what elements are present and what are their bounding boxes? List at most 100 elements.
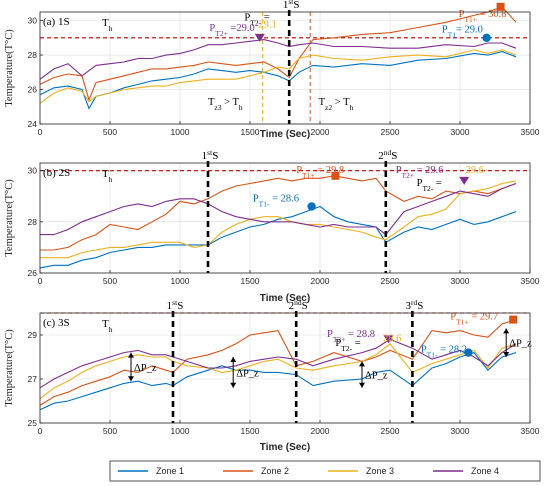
y-tick-label: 30 [28,16,38,26]
condition-annotation: Tz3 > Th [208,97,243,112]
text-main: P [442,25,448,36]
text-main: P [209,23,215,34]
text-sub: T1- [427,350,438,359]
text-main: P [417,178,423,189]
text-rest: = 29.6 [414,165,444,176]
delta-label: ΔP_z [134,363,157,374]
peak-annotation: 28.6 [383,334,401,345]
text-rest: =29.0 [228,23,255,34]
delta-label: ΔP_z [236,368,259,379]
text-main: T [102,168,109,180]
switch-label: 2ndS [378,148,397,163]
text-rest: S [177,300,183,312]
series-line-zone-2 [39,319,517,406]
peak-marker-square [331,171,340,180]
text-sup: st [207,148,213,157]
text-main: 1 [202,150,208,162]
text-sub: T1+ [464,15,477,24]
y-tick-label: 28 [28,217,38,227]
plot-frame [39,312,531,424]
text-sub: T2+ [215,28,228,37]
switch-label: 1stS [283,0,300,11]
text-sub: T2+ [333,335,346,344]
text-sub: z3 [214,103,221,112]
text-main: 1 [167,300,173,312]
text-main: T [208,97,215,108]
x-tick-label: 500 [103,426,117,436]
text-rest: = 29.0 [456,25,483,36]
panel-label: (b) 2S [43,167,70,179]
y-tick-label: 27 [28,374,38,384]
x-tick-label: 1500 [241,127,260,137]
delta-arrow-head [128,352,134,358]
peak-annotation: PT1- = 28.2 [421,345,467,360]
peak-marker-triangle [459,176,470,185]
y-tick-label: 26 [28,85,38,95]
text-rest: = [352,338,361,349]
delta-label: ΔP_z [365,371,388,382]
switch-label: 3rdS [405,298,423,313]
text-sub: h [350,103,354,112]
y-tick-label: 24 [28,119,38,129]
x-tick-label: 500 [103,276,117,286]
legend-label: Zone 3 [366,466,394,476]
panel-label: (a) 1S [43,16,70,28]
plot-frame [39,11,531,125]
text-rest: = 29.7 [469,312,499,323]
peak-annotation: 29.6 [466,165,484,176]
y-tick-label: 29 [28,330,38,340]
text-main: P [459,9,465,20]
x-tick-label: 500 [103,127,117,137]
text-sub: T2- [341,344,352,353]
text-main: T [319,97,326,108]
text-main: 2 [289,300,295,312]
peak-annotation: PT2- = [244,13,269,28]
y-tick-label: 26 [28,268,38,278]
text-rest: = [261,13,270,24]
text-rest: = 28.2 [437,345,467,356]
x-tick-label: 2000 [311,127,330,137]
text-sub: T1+ [302,171,315,180]
threshold-label: Th [102,168,113,184]
x-tick-label: 3000 [451,426,470,436]
series-line-zone-1 [39,51,517,110]
text-rest: S [391,150,397,162]
x-tick-label: 0 [38,127,43,137]
series-line-zone-4 [39,338,517,389]
y-axis-label: Temperature(T°C) [4,329,15,407]
text-main: 3 [405,300,411,312]
peak-annotation: PT2- = [417,178,442,193]
series-line-zone-1 [39,351,517,411]
peak-annotation: PT1+ = 29.7 [450,312,498,327]
series-line-zone-3 [40,180,517,259]
delta-arrow-head [359,361,365,367]
series-line-zone-2 [40,175,517,251]
text-sub: T2+ [401,171,414,180]
peak-marker-triangle [254,33,265,42]
text-main: P [244,13,250,24]
text-sub: T1- [259,199,270,208]
text-sub: T1 [448,30,457,39]
x-tick-label: 3500 [521,276,540,286]
text-rest: = 29.8 [315,165,345,176]
text-sup: st [288,0,294,6]
x-axis-label: Time (Sec) [260,293,310,304]
peak-annotation: PT1+ = 30.8 [459,9,507,24]
text-sub: h [239,103,243,112]
x-tick-label: 0 [38,276,43,286]
delta-arrow-head [230,357,237,362]
text-sub: T1+ [456,317,469,326]
text-main: 2 [378,150,384,162]
text-sub: z2 [325,103,332,112]
text-rest: S [417,300,423,312]
plot-frame [39,162,531,274]
threshold-label: Th [102,17,113,33]
x-tick-label: 3000 [451,276,470,286]
panel-label: (c) 3S [43,317,70,329]
peak-marker-circle [482,33,491,43]
peak-annotation: PT2- = [335,338,360,353]
